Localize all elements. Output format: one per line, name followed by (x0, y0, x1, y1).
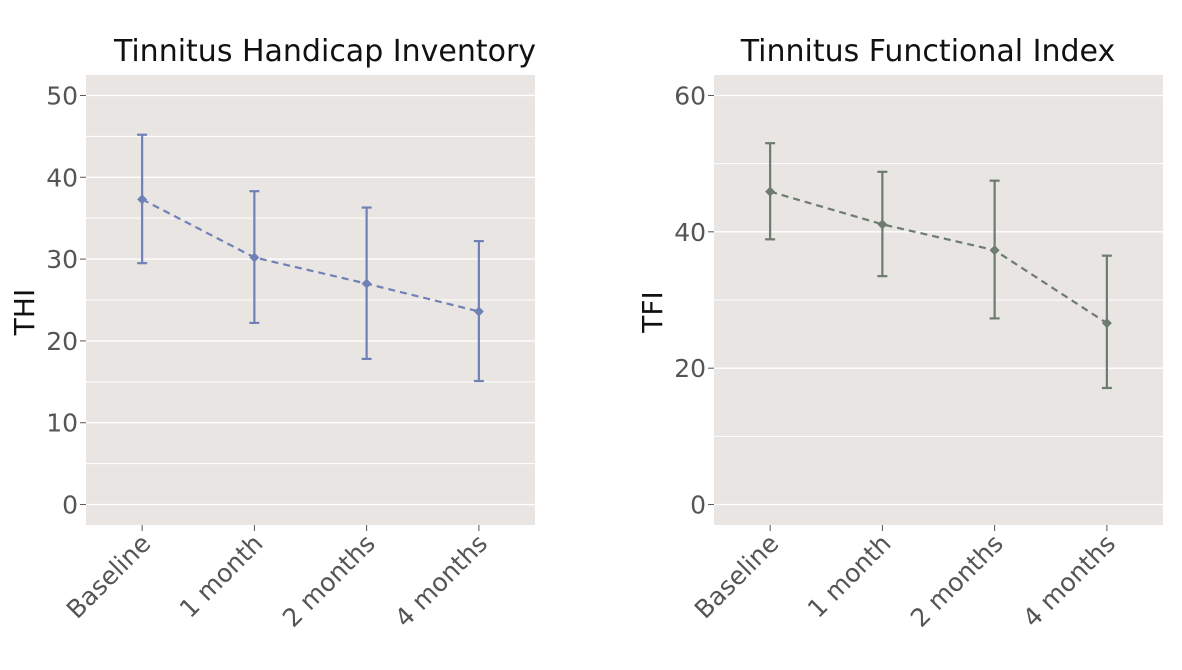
y-tick-label: 50 (46, 81, 78, 110)
y-tick-label: 10 (46, 409, 78, 438)
data-point (989, 245, 1000, 256)
y-axis-title: TFI (636, 291, 669, 333)
data-point (249, 252, 260, 263)
x-tick-label: 2 months (277, 529, 381, 633)
x-tick-label: 4 months (389, 529, 493, 633)
x-tick-label: Baseline (689, 529, 784, 624)
y-tick-label: 20 (46, 327, 78, 356)
y-tick-label: 30 (46, 245, 78, 274)
data-point (1101, 318, 1112, 329)
series-line (141, 198, 480, 313)
data-point (473, 306, 484, 317)
chart-panel-1: Tinnitus Handicap Inventory THI 0 10 20 30 40 5… (8, 34, 536, 633)
data-point (765, 186, 776, 197)
y-tick-label: 40 (46, 163, 78, 192)
chart-title: Tinnitus Handicap Inventory (113, 34, 536, 69)
x-tick-label: Baseline (61, 529, 156, 624)
x-tick-label: 4 months (1017, 529, 1121, 633)
y-tick-label: 0 (690, 491, 706, 520)
x-tick-label: 1 month (174, 529, 269, 624)
y-tick-label: 40 (674, 218, 706, 247)
y-tick-label: 0 (62, 491, 78, 520)
data-point (877, 219, 888, 230)
x-tick-label: 1 month (802, 529, 897, 624)
y-tick-label: 20 (674, 354, 706, 383)
data-point (137, 194, 148, 205)
y-tick-label: 60 (674, 81, 706, 110)
x-tick-label: 2 months (905, 529, 1009, 633)
chart-panel-2: Tinnitus Functional Index TFI 0 20 40 60 Basel… (636, 34, 1163, 633)
y-axis-title: THI (8, 289, 41, 336)
chart-title: Tinnitus Functional Index (740, 34, 1116, 69)
data-point (361, 278, 372, 289)
series-line (769, 190, 1108, 325)
